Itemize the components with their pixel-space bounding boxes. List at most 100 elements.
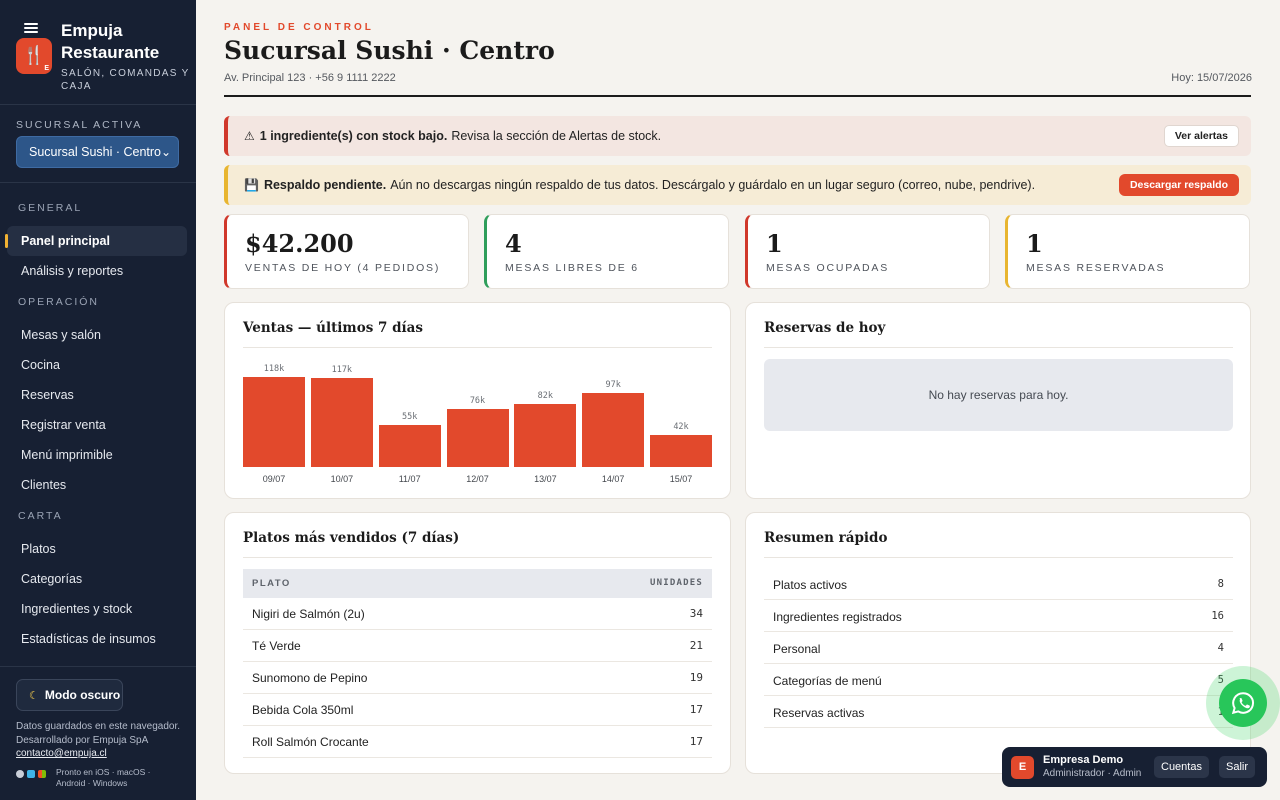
footer-info: Datos guardados en este navegador. Desar… — [16, 720, 191, 761]
avatar: E — [1011, 756, 1034, 779]
occupied-tables-stat: 1 MESAS OCUPADAS — [745, 214, 990, 289]
summary-row: Personal 4 — [764, 632, 1233, 664]
dish-name: Nigiri de Salmón (2u) — [252, 607, 365, 621]
title-rule — [224, 95, 1251, 97]
chart-tick-label: 11/07 — [398, 474, 421, 484]
view-alerts-button[interactable]: Ver alertas — [1163, 125, 1239, 147]
chart-tick-label: 13/07 — [534, 474, 557, 484]
brand-name: Empuja Restaurante — [61, 21, 160, 62]
card-rule — [764, 557, 1233, 558]
sidebar-item-mesas-y-salon[interactable]: Mesas y salón — [21, 328, 101, 342]
card-rule — [243, 347, 712, 348]
dish-units: 21 — [689, 639, 703, 652]
chart-bar — [243, 377, 305, 467]
summary-title: Resumen rápido — [764, 530, 888, 546]
sales-today-stat: $42.200 VENTAS DE HOY (4 PEDIDOS) — [224, 214, 469, 289]
summary-label: Reservas activas — [773, 706, 865, 720]
company-name: Empresa Demo — [1043, 754, 1124, 766]
page-title: Sucursal Sushi · Centro — [224, 36, 555, 65]
stat-label: MESAS RESERVADAS — [1026, 262, 1166, 274]
whatsapp-icon — [1231, 692, 1255, 715]
sidebar-item-platos[interactable]: Platos — [21, 542, 56, 556]
top-dishes-title: Platos más vendidos (7 días) — [243, 530, 460, 546]
moon-icon: ☾ — [29, 688, 39, 702]
restaurant-logo-icon: 🍴 E — [16, 38, 52, 74]
apple-icon — [16, 770, 24, 778]
stat-label: MESAS OCUPADAS — [766, 262, 890, 274]
stat-value: 4 — [505, 229, 522, 258]
summary-value: 16 — [1211, 610, 1224, 622]
branch-select[interactable]: Sucursal Sushi · Centro ⌄ — [16, 136, 179, 168]
dark-mode-label: Modo oscuro — [44, 688, 121, 702]
reservations-empty: No hay reservas para hoy. — [764, 359, 1233, 431]
chart-data-label: 118k — [263, 364, 285, 374]
sidebar-item-panel-principal[interactable]: Panel principal — [5, 226, 187, 256]
dark-mode-button[interactable]: ☾ Modo oscuro — [16, 679, 123, 711]
summary-value: 8 — [1217, 578, 1224, 590]
nav-group-label: OPERACIÓN — [18, 296, 100, 308]
stat-label: MESAS LIBRES DE 6 — [505, 262, 639, 274]
logo-letter: E — [44, 65, 49, 72]
summary-row: Categorías de menú 5 — [764, 664, 1233, 696]
nav-group-label: ABASTECIMIENTO — [0, 658, 196, 666]
sidebar: 🍴 E Empuja Restaurante SALÓN, COMANDAS Y… — [0, 0, 196, 800]
sidebar-item-cocina[interactable]: Cocina — [21, 358, 60, 372]
download-backup-button[interactable]: Descargar respaldo — [1118, 174, 1239, 196]
chart-bar — [446, 409, 509, 467]
sidebar-item-reservas[interactable]: Reservas — [21, 388, 74, 402]
chart-bar — [650, 434, 712, 467]
chart-data-label: 82k — [537, 391, 553, 402]
logout-button[interactable]: Salir — [1219, 756, 1256, 778]
backup-alert: 💾 Respaldo pendiente. Aún no descargas n… — [224, 165, 1251, 205]
sidebar-item-menu-imprimible[interactable]: Menú imprimible — [21, 448, 113, 462]
contact-link[interactable]: contacto@empuja.cl — [16, 748, 107, 759]
branch-select-value: Sucursal Sushi · Centro — [29, 145, 162, 159]
stock-alert: ⚠ 1 ingrediente(s) con stock bajo. Revis… — [224, 116, 1251, 156]
windows-icon — [38, 770, 46, 778]
backup-alert-text: Aún no descargas ningún respaldo de tus … — [390, 178, 1036, 192]
summary-label: Platos activos — [773, 578, 848, 592]
brand: 🍴 E Empuja Restaurante SALÓN, COMANDAS Y… — [16, 18, 192, 98]
reservations-card: Reservas de hoy No hay reservas para hoy… — [745, 302, 1251, 499]
column-dish: PLATO — [252, 578, 291, 589]
summary-row: Ingredientes registrados 16 — [764, 600, 1233, 632]
platforms-line-1: Pronto en iOS · macOS · — [56, 767, 151, 777]
sales-card-title: Ventas — últimos 7 días — [243, 320, 424, 336]
chart-tick-label: 15/07 — [669, 474, 693, 484]
accounts-button[interactable]: Cuentas — [1154, 756, 1209, 778]
top-dishes-card: Platos más vendidos (7 días) PLATO UNIDA… — [224, 512, 731, 774]
sidebar-item-estadisticas-de-insumos[interactable]: Estadísticas de insumos — [21, 632, 156, 646]
chart-data-label: 76k — [469, 396, 486, 407]
sidebar-item-clientes[interactable]: Clientes — [21, 478, 67, 492]
sidebar-item-registrar-venta[interactable]: Registrar venta — [21, 418, 106, 432]
chart-data-label: 55k — [401, 412, 418, 423]
dish-units: 17 — [689, 703, 703, 716]
menu-icon[interactable] — [23, 20, 39, 36]
sidebar-item-categorias[interactable]: Categorías — [21, 572, 83, 586]
summary-label: Personal — [773, 642, 821, 656]
stat-label: VENTAS DE HOY (4 PEDIDOS) — [245, 262, 441, 274]
storage-note: Datos guardados en este navegador. — [16, 721, 181, 732]
divider — [0, 182, 196, 183]
backup-alert-title: Respaldo pendiente. — [263, 178, 387, 192]
sidebar-item-analisis-y-reportes[interactable]: Análisis y reportes — [21, 264, 124, 278]
summary-label: Categorías de menú — [773, 674, 882, 688]
sidebar-nav: GENERAL Panel principal Análisis y reporte… — [0, 196, 196, 666]
sidebar-item-ingredientes-y-stock[interactable]: Ingredientes y stock — [21, 602, 133, 616]
summary-row: Platos activos 8 — [764, 568, 1233, 600]
dish-name: Sunomono de Pepino — [252, 671, 368, 685]
user-role: Administrador · Admin — [1043, 768, 1142, 779]
sidebar-footer: ☾ Modo oscuro Datos guardados en este na… — [0, 666, 196, 800]
stat-value: $42.200 — [245, 229, 354, 258]
floppy-disk-icon: 💾 — [244, 178, 259, 192]
reserved-tables-stat: 1 MESAS RESERVADAS — [1005, 214, 1250, 289]
chart-tick-label: 14/07 — [601, 474, 625, 484]
google-play-icon — [27, 770, 35, 778]
chart-tick-label: 09/07 — [262, 474, 286, 484]
nav-group-label: CARTA — [18, 510, 63, 522]
column-units: UNIDADES — [650, 578, 703, 588]
whatsapp-button[interactable] — [1219, 679, 1267, 727]
user-bar: E Empresa Demo Administrador · Admin Cue… — [1002, 747, 1267, 787]
reservations-card-title: Reservas de hoy — [764, 320, 886, 336]
chart-bar — [378, 425, 441, 467]
